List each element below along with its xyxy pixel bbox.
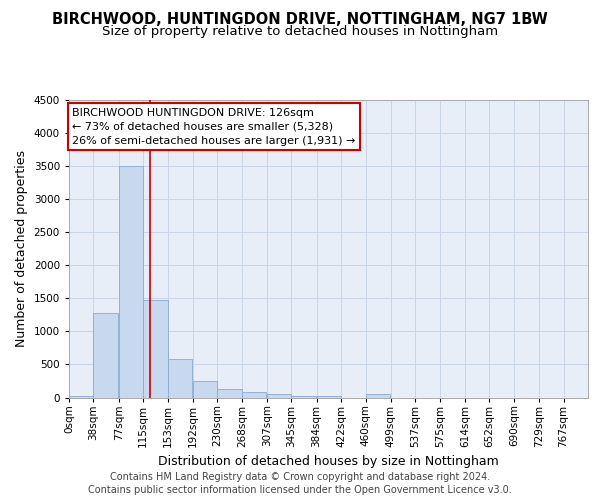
Bar	[267, 394, 292, 398]
Text: Contains public sector information licensed under the Open Government Licence v3: Contains public sector information licen…	[88, 485, 512, 495]
Bar	[365, 394, 390, 398]
Text: BIRCHWOOD, HUNTINGDON DRIVE, NOTTINGHAM, NG7 1BW: BIRCHWOOD, HUNTINGDON DRIVE, NOTTINGHAM,…	[52, 12, 548, 28]
Text: BIRCHWOOD HUNTINGDON DRIVE: 126sqm
← 73% of detached houses are smaller (5,328)
: BIRCHWOOD HUNTINGDON DRIVE: 126sqm ← 73%…	[72, 108, 356, 146]
Bar	[94, 313, 118, 398]
Bar	[193, 380, 217, 398]
Bar	[242, 392, 266, 398]
Bar	[167, 359, 192, 398]
Bar	[217, 389, 242, 398]
Bar	[317, 396, 341, 398]
Y-axis label: Number of detached properties: Number of detached properties	[15, 150, 28, 348]
Bar	[292, 396, 316, 398]
Text: Contains HM Land Registry data © Crown copyright and database right 2024.: Contains HM Land Registry data © Crown c…	[110, 472, 490, 482]
Text: Size of property relative to detached houses in Nottingham: Size of property relative to detached ho…	[102, 25, 498, 38]
X-axis label: Distribution of detached houses by size in Nottingham: Distribution of detached houses by size …	[158, 455, 499, 468]
Bar	[119, 166, 143, 398]
Bar	[143, 300, 167, 398]
Bar	[69, 396, 94, 398]
